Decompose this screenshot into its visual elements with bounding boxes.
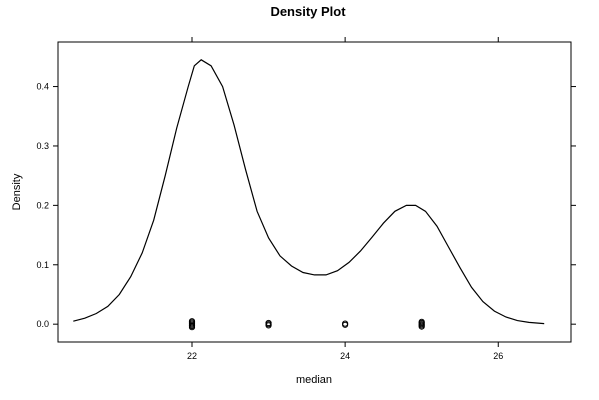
density-curve [73,59,545,325]
y-tick-label: 0.2 [36,200,49,210]
y-axis-label: Density [11,173,23,210]
rug-point [188,324,196,331]
x-tick-label: 22 [187,351,197,361]
rug-points [188,318,425,331]
y-tick-label: 0.1 [36,260,49,270]
x-axis-label: median [296,374,332,386]
chart-title: Density Plot [270,4,346,19]
rug-point [418,323,425,330]
y-tick-label: 0.4 [36,82,49,92]
rug-point [342,321,349,328]
x-tick-label: 26 [493,351,503,361]
y-tick-label: 0.0 [36,319,49,329]
y-tick-label: 0.3 [36,141,49,151]
x-tick-label: 24 [340,351,350,361]
axis-ticks: 22 24 26 0.0 0.1 0.2 0.3 0.4 [36,37,576,361]
rug-point [265,322,272,329]
plot-frame [57,41,572,343]
